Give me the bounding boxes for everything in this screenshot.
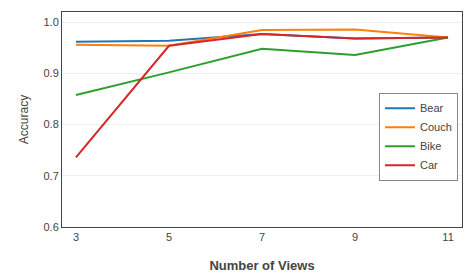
- svg-text:0.9: 0.9: [44, 67, 59, 79]
- svg-text:11: 11: [442, 231, 453, 243]
- svg-text:Car: Car: [420, 159, 438, 171]
- svg-text:0.6: 0.6: [44, 221, 59, 233]
- svg-text:3: 3: [73, 231, 79, 243]
- svg-text:9: 9: [352, 231, 358, 243]
- svg-text:0.7: 0.7: [44, 170, 59, 182]
- svg-text:Bike: Bike: [420, 140, 441, 152]
- svg-text:Accuracy: Accuracy: [17, 95, 31, 144]
- svg-text:7: 7: [259, 231, 265, 243]
- svg-text:0.8: 0.8: [44, 118, 59, 130]
- svg-text:Couch: Couch: [420, 121, 452, 133]
- svg-text:5: 5: [166, 231, 172, 243]
- svg-text:1.0: 1.0: [44, 16, 59, 28]
- svg-text:Number of Views: Number of Views: [209, 258, 314, 273]
- svg-text:Bear: Bear: [420, 102, 444, 114]
